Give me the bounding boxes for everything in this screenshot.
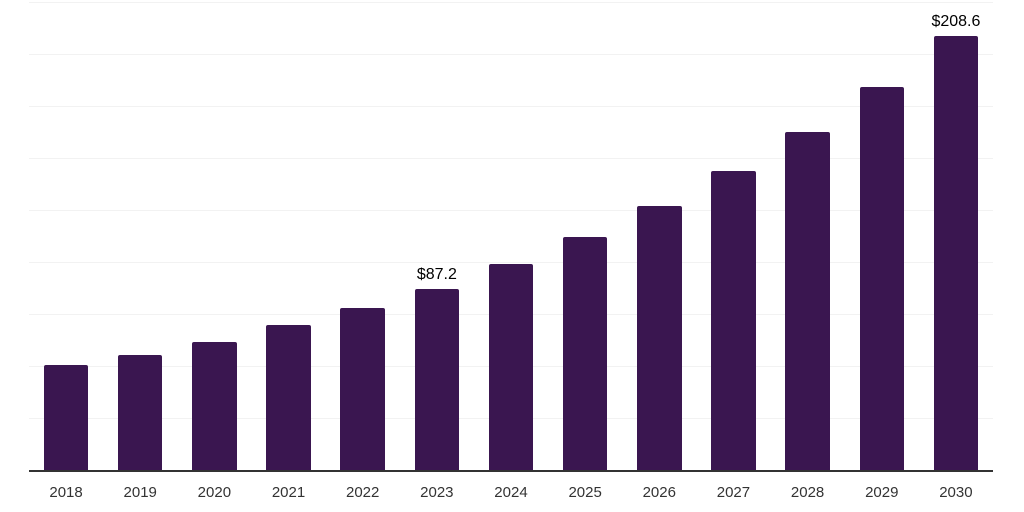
x-tick-label-2026: 2026: [642, 484, 676, 501]
bar-value-label-2023: $87.2: [416, 265, 457, 283]
x-tick-label-2028: 2028: [790, 484, 825, 501]
bar-2029: [859, 86, 904, 470]
x-tick-label-2027: 2027: [716, 484, 751, 501]
x-tick-label-2022: 2022: [345, 484, 380, 501]
bar-2018: [43, 365, 89, 470]
bar-2019: [117, 355, 163, 470]
x-tick-label-2023: 2023: [420, 484, 454, 501]
bar-2028: [785, 131, 830, 470]
gridline: [29, 53, 993, 55]
bar-2024: [488, 264, 534, 470]
gridline: [29, 105, 993, 107]
bar-2026: [637, 206, 682, 470]
gridline: [29, 1, 993, 3]
gridline: [29, 261, 993, 263]
x-tick-label-2020: 2020: [197, 484, 232, 501]
x-tick-label-2029: 2029: [865, 484, 899, 501]
bar-2025: [562, 237, 608, 470]
bar-value-label-2030: $208.6: [931, 13, 981, 30]
x-tick-label-2021: 2021: [271, 484, 306, 501]
bar-2030: [933, 36, 979, 470]
bar-2021: [266, 325, 311, 470]
bar-2022: [340, 307, 385, 470]
x-axis-line: [29, 470, 993, 472]
bar-2020: [192, 342, 237, 470]
bar-2027: [711, 171, 756, 470]
gridline: [29, 209, 993, 211]
gridline: [29, 157, 993, 159]
x-tick-label-2025: 2025: [568, 484, 602, 501]
x-tick-label-2024: 2024: [494, 484, 528, 501]
x-tick-label-2018: 2018: [49, 484, 83, 501]
x-tick-label-2030: 2030: [939, 484, 973, 501]
bar-2023: [414, 288, 460, 470]
x-tick-label-2019: 2019: [123, 484, 157, 501]
